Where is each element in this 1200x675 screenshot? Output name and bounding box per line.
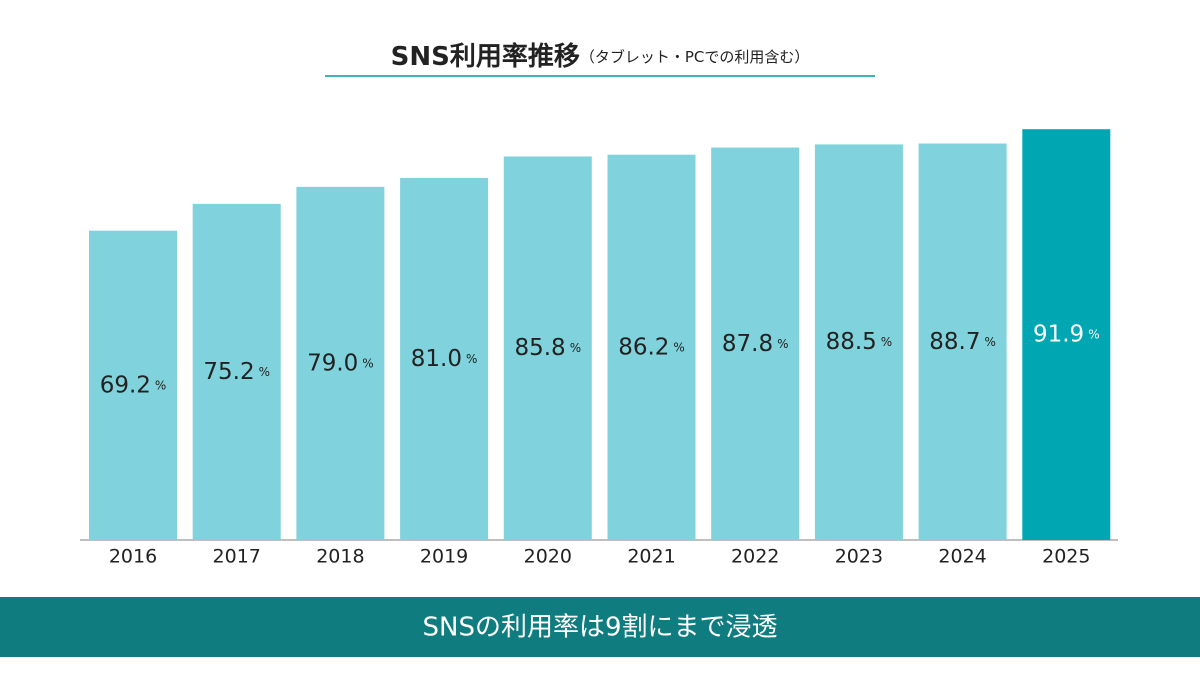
- value-number: 88.5: [826, 329, 877, 355]
- bar: [192, 203, 281, 540]
- value-number: 81.0: [411, 345, 462, 371]
- bar: [89, 230, 177, 540]
- value-unit: %: [777, 336, 788, 350]
- bar: [711, 147, 800, 540]
- bar: [296, 186, 385, 540]
- value-label: 79.0%: [307, 350, 374, 376]
- x-tick-label: 2022: [731, 546, 779, 568]
- value-unit: %: [570, 341, 581, 355]
- value-label: 81.0%: [411, 345, 478, 371]
- value-unit: %: [155, 378, 166, 392]
- value-label: 91.9%: [1033, 321, 1100, 347]
- value-label: 86.2%: [618, 334, 685, 360]
- value-number: 75.2: [203, 358, 254, 384]
- value-unit: %: [259, 364, 270, 378]
- value-number: 69.2: [100, 372, 151, 398]
- value-number: 91.9: [1033, 321, 1084, 347]
- value-unit: %: [466, 351, 477, 365]
- bar: [918, 143, 1007, 541]
- value-unit: %: [985, 334, 996, 348]
- chart-title-group: SNS利用率推移（タブレット・PCでの利用含む）: [391, 41, 810, 72]
- bar: [607, 154, 696, 540]
- x-tick-label: 2019: [420, 546, 468, 568]
- value-number: 88.7: [929, 328, 980, 354]
- value-number: 86.2: [618, 334, 669, 360]
- bar: [814, 144, 903, 540]
- bar: [400, 177, 489, 540]
- caption: SNSの利用率は9割にまで浸透: [423, 613, 778, 643]
- bar: [503, 156, 592, 540]
- x-tick-label: 2020: [524, 546, 572, 568]
- value-unit: %: [362, 356, 373, 370]
- value-number: 87.8: [722, 330, 773, 356]
- x-tick-label: 2024: [938, 546, 986, 568]
- value-label: 87.8%: [722, 330, 789, 356]
- x-tick-label: 2025: [1042, 546, 1090, 568]
- caption-banner: [0, 597, 1200, 657]
- bar: [1022, 129, 1111, 540]
- value-unit: %: [1088, 327, 1099, 341]
- value-label: 75.2%: [203, 358, 270, 384]
- chart-title: SNS利用率推移: [391, 41, 580, 72]
- value-label: 88.7%: [929, 328, 996, 354]
- value-unit: %: [881, 335, 892, 349]
- x-tick-label: 2021: [627, 546, 675, 568]
- value-number: 79.0: [307, 350, 358, 376]
- x-tick-label: 2018: [316, 546, 364, 568]
- value-label: 85.8%: [514, 335, 581, 361]
- value-number: 85.8: [514, 335, 565, 361]
- x-tick-label: 2017: [213, 546, 261, 568]
- value-label: 88.5%: [826, 329, 893, 355]
- value-unit: %: [673, 340, 684, 354]
- value-label: 69.2%: [100, 372, 167, 398]
- chart-subtitle: （タブレット・PCでの利用含む）: [580, 48, 810, 66]
- x-tick-label: 2016: [109, 546, 157, 568]
- x-tick-label: 2023: [835, 546, 883, 568]
